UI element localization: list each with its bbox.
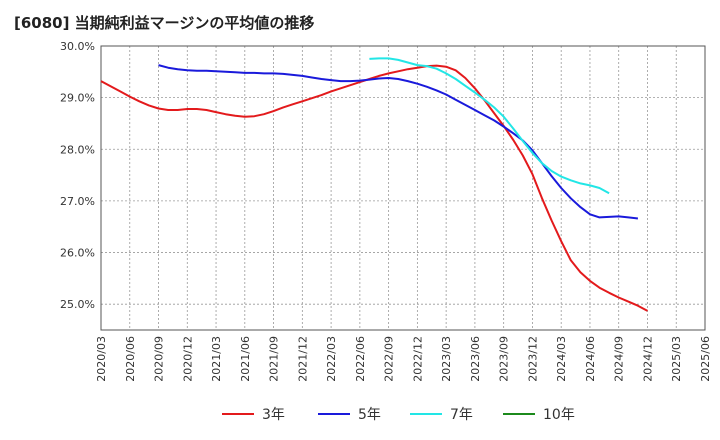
y-tick-label: 30.0% bbox=[60, 40, 95, 53]
y-tick-label: 26.0% bbox=[60, 247, 95, 260]
x-tick-label: 2020/09 bbox=[153, 336, 166, 382]
x-tick-label: 2021/06 bbox=[239, 336, 252, 382]
legend-label-2: 7年 bbox=[450, 407, 473, 423]
x-tick-label: 2022/09 bbox=[383, 336, 396, 382]
x-tick-label: 2020/03 bbox=[95, 336, 108, 382]
x-tick-label: 2021/12 bbox=[296, 336, 309, 382]
series-line-1 bbox=[158, 64, 639, 220]
series-lines bbox=[100, 57, 648, 312]
y-axis-ticks: 25.0% 26.0% 27.0% 28.0% 29.0% 30.0% bbox=[60, 40, 95, 311]
x-tick-label: 2021/09 bbox=[268, 336, 281, 382]
y-tick-label: 29.0% bbox=[60, 92, 95, 105]
x-tick-label: 2023/06 bbox=[469, 336, 482, 382]
x-tick-label: 2021/03 bbox=[210, 336, 223, 382]
plot-frame bbox=[100, 45, 706, 331]
x-tick-label: 2020/06 bbox=[124, 336, 137, 382]
series-line-0 bbox=[100, 64, 648, 312]
x-tick-label: 2020/12 bbox=[181, 336, 194, 382]
x-axis-ticks: 2020/03 2020/06 2020/09 2020/12 2021/03 2021/… bbox=[95, 336, 712, 382]
y-tick-label: 25.0% bbox=[60, 298, 95, 311]
chart-title: [6080] 当期純利益マージンの平均値の推移 bbox=[14, 14, 315, 32]
x-tick-label: 2024/09 bbox=[613, 336, 626, 382]
legend-label-1: 5年 bbox=[358, 407, 381, 423]
grid-layer bbox=[100, 45, 706, 330]
legend-label-3: 10年 bbox=[543, 407, 575, 423]
x-tick-label: 2024/03 bbox=[555, 336, 568, 382]
x-tick-label: 2025/06 bbox=[699, 336, 712, 382]
x-tick-label: 2023/03 bbox=[440, 336, 453, 382]
x-tick-label: 2022/12 bbox=[411, 336, 424, 382]
legend: 3年 5年 7年 10年 bbox=[222, 407, 575, 423]
x-tick-label: 2022/03 bbox=[325, 336, 338, 382]
x-tick-label: 2023/12 bbox=[526, 336, 539, 382]
series-line-2 bbox=[369, 57, 610, 195]
x-tick-label: 2024/06 bbox=[584, 336, 597, 382]
legend-label-0: 3年 bbox=[262, 407, 285, 423]
y-tick-label: 27.0% bbox=[60, 195, 95, 208]
y-tick-label: 28.0% bbox=[60, 143, 95, 156]
x-tick-label: 2022/06 bbox=[354, 336, 367, 382]
x-tick-label: 2025/03 bbox=[670, 336, 683, 382]
x-tick-label: 2023/09 bbox=[498, 336, 511, 382]
x-tick-label: 2024/12 bbox=[641, 336, 654, 382]
